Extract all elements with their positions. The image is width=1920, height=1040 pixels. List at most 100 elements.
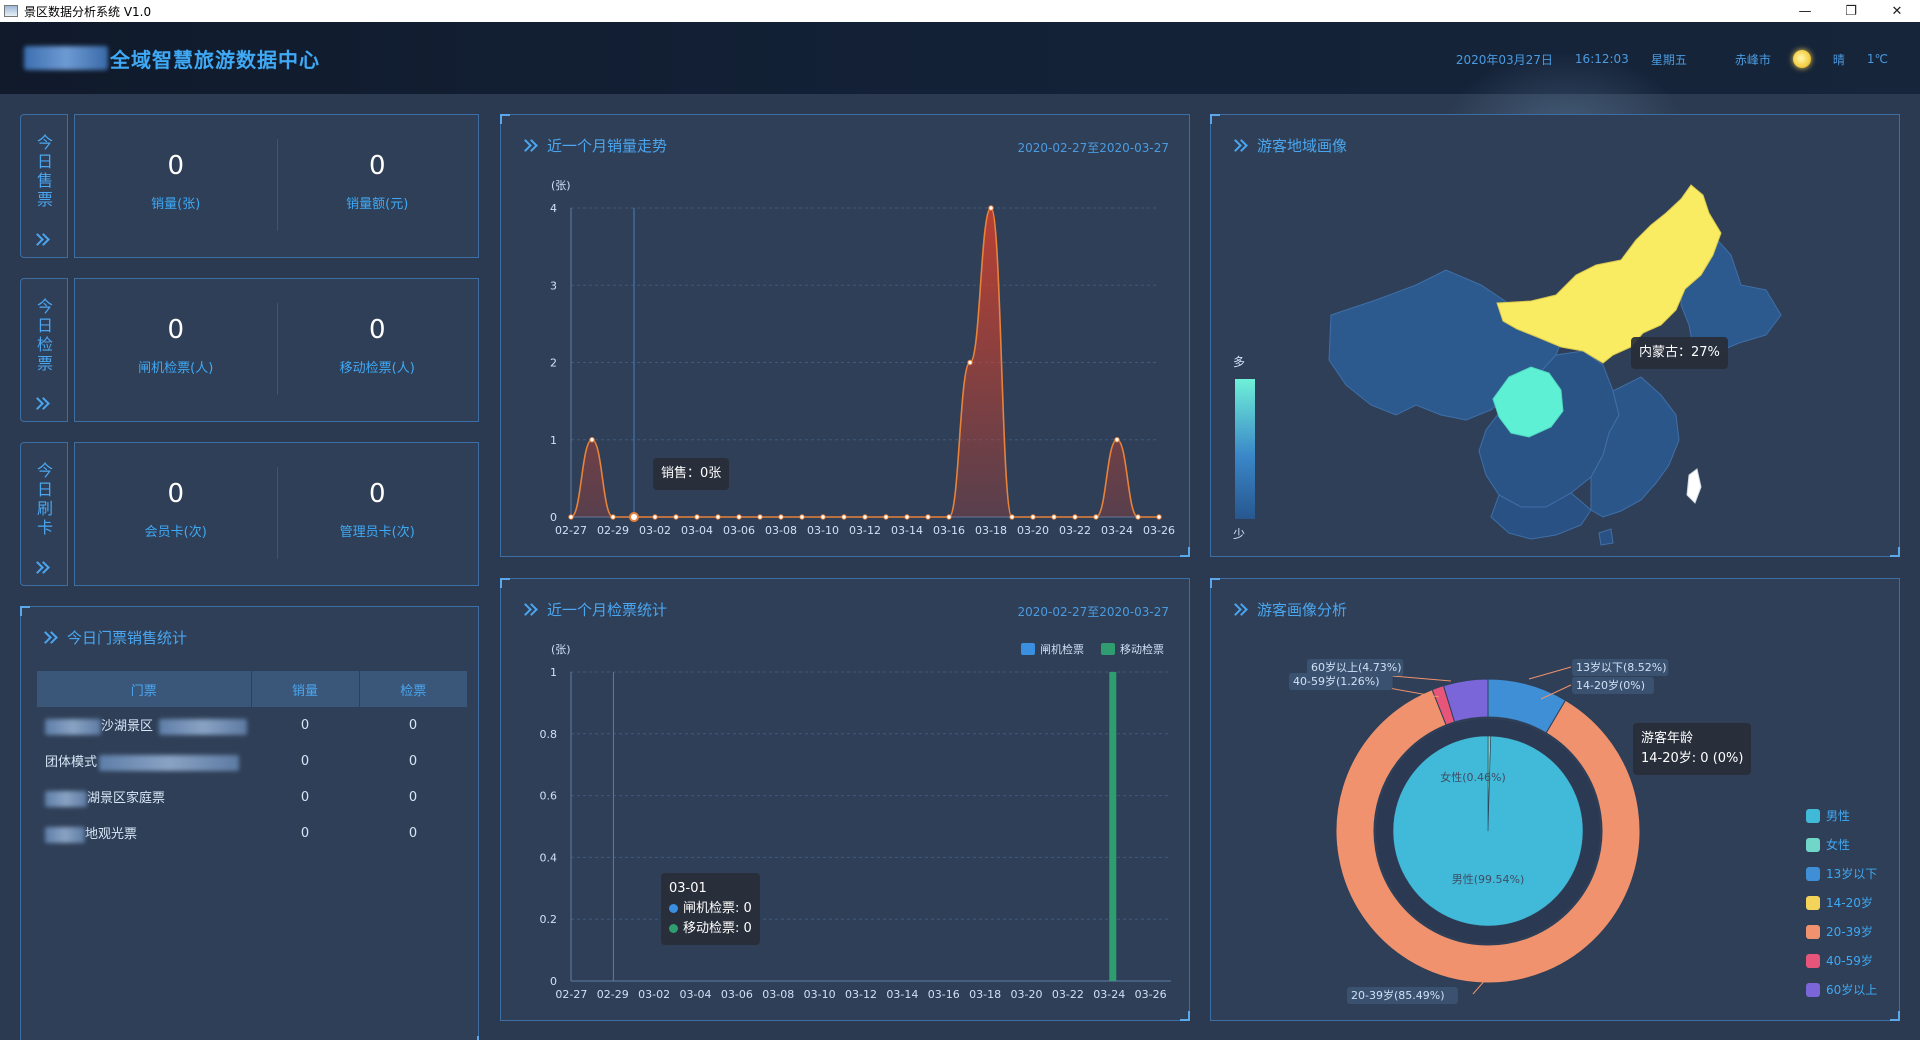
legend-item[interactable]: 40-59岁 (1806, 952, 1873, 969)
inner-slice (1392, 735, 1584, 927)
member-card-stat: 0 会员卡(次) (75, 479, 277, 540)
x-tick-label: 03-18 (975, 524, 1007, 537)
outer-slice (1335, 688, 1641, 984)
legend-swatch (1021, 643, 1035, 655)
x-tick-label: 03-22 (1059, 524, 1091, 537)
inner-slice-label: 男性(99.54%) (1452, 872, 1525, 886)
ticket-sold: 0 (300, 717, 310, 733)
y-tick-label: 0.4 (540, 851, 558, 864)
x-tick-label: 03-12 (845, 988, 877, 1001)
legend-swatch (1806, 837, 1820, 852)
china-map[interactable] (1211, 115, 1901, 558)
ticket-stats-title: 今日门票销售统计 (41, 627, 187, 648)
today-checks-tag-label: 今日检票 (36, 297, 53, 373)
legend-swatch (1806, 953, 1820, 968)
legend-item[interactable]: 14-20岁 (1806, 894, 1873, 911)
sales-trend-panel: 近一个月销量走势 2020-02-27至2020-03-27 (张) 0 1 2 3 4 0… (500, 114, 1190, 557)
gate-check-label: 闸机检票(人) (138, 361, 214, 376)
check-stats-title-text: 近一个月检票统计 (547, 601, 668, 619)
x-tick-label: 03-06 (721, 988, 753, 1001)
scale-low-label: 少 (1233, 527, 1246, 541)
label-bg (1307, 659, 1404, 676)
y-tick-label: 0.8 (540, 728, 558, 741)
profile-tooltip: 游客年龄 14-20岁: 0 (0%) (1633, 723, 1752, 775)
legend-swatch (1806, 808, 1820, 823)
map-region-south (1490, 492, 1592, 540)
data-point (1051, 514, 1057, 520)
data-point (1156, 514, 1162, 520)
data-point (610, 514, 616, 520)
double-chevron-icon (33, 233, 51, 247)
minimize-button[interactable]: — (1798, 3, 1812, 19)
data-point (820, 514, 826, 520)
x-tick-label: 03-14 (891, 524, 923, 537)
x-tick-label: 03-24 (1093, 988, 1125, 1001)
data-point (862, 514, 868, 520)
header-temperature: 1℃ (1866, 52, 1888, 66)
restore-button[interactable]: ❐ (1845, 3, 1857, 19)
today-cards-tag: 今日刷卡 (20, 442, 68, 586)
column-header-sold: 销量 (251, 671, 360, 707)
profile-title-text: 游客画像分析 (1257, 601, 1348, 619)
check-stats-panel: 近一个月检票统计 2020-02-27至2020-03-27 (张) 0 0.2 0.… (500, 578, 1190, 1021)
gate-check-value: 0 (167, 315, 185, 345)
region-tooltip: 内蒙古：27% (1631, 337, 1728, 369)
header-weekday: 星期五 (1650, 52, 1687, 67)
y-tick-label: 2 (550, 357, 557, 370)
sales-amount-stat: 0 销量额(元) (277, 151, 479, 212)
close-button[interactable]: ✕ (1891, 3, 1903, 19)
profile-tooltip-title: 游客年龄 (1641, 731, 1694, 746)
legend-label: 60岁以上 (1826, 983, 1878, 997)
data-point (1093, 514, 1099, 520)
scale-high-label: 多 (1233, 355, 1246, 369)
x-tick-label: 03-20 (1017, 524, 1049, 537)
legend-item[interactable]: 男性 (1806, 807, 1850, 824)
window-title: 景区数据分析系统 V1.0 (24, 4, 152, 19)
sales-trend-title: 近一个月销量走势 (521, 135, 667, 156)
table-row[interactable]: 湖景区家庭票 0 0 (37, 779, 467, 815)
x-tick-label: 03-02 (639, 524, 671, 537)
table-row[interactable]: 地观光票 0 0 (37, 815, 467, 851)
profile-tooltip-value: 14-20岁: 0 (0%) (1641, 751, 1744, 766)
legend-swatch (1806, 982, 1820, 997)
data-point (1135, 514, 1141, 520)
label-bg (1572, 659, 1669, 676)
x-tick-label: 03-14 (886, 988, 918, 1001)
legend-item[interactable]: 13岁以下 (1806, 865, 1877, 882)
x-tick-label: 03-04 (681, 524, 713, 537)
x-tick-label: 03-18 (969, 988, 1001, 1001)
table-row[interactable]: 沙湖景区 0 0 (37, 707, 467, 743)
x-tick-label: 03-24 (1101, 524, 1133, 537)
legend-item[interactable]: 女性 (1806, 836, 1850, 853)
ticket-checked: 0 (408, 717, 418, 733)
divider (276, 303, 278, 395)
y-tick-label: 0 (550, 511, 557, 524)
mobile-check-value: 0 (368, 315, 386, 345)
header-weather: 晴 (1832, 52, 1845, 67)
legend-swatch (1806, 866, 1820, 881)
table-row[interactable]: 团体模式 0 0 (37, 743, 467, 779)
legend-item[interactable]: 20-39岁 (1806, 923, 1873, 940)
map-region-sichuan (1492, 366, 1564, 438)
app-icon (4, 5, 18, 17)
ticket-checked: 0 (408, 789, 418, 805)
ticket-stats-panel: 今日门票销售统计 门票 销量 检票 沙湖景区 0 0 团体模式 0 0 湖景区家… (20, 606, 479, 1040)
header-city: 赤峰市 (1734, 52, 1771, 67)
ticket-sold: 0 (300, 753, 310, 769)
y-tick-label: 4 (550, 202, 557, 215)
x-tick-label: 03-26 (1135, 988, 1167, 1001)
check-stats-chart: (张) 0 0.2 0.4 0.6 0.8 1 02-27 02-29 03-02 03-04 03-… (540, 642, 1171, 1001)
tooltip-date: 03-01 (669, 881, 707, 896)
x-tick-label: 03-16 (933, 524, 965, 537)
data-point (925, 514, 931, 520)
dashboard-header: 全域智慧旅游数据中心 2020年03月27日 16:12:03 星期五 赤峰市 … (0, 22, 1920, 94)
today-sales-box: 0 销量(张) 0 销量额(元) (74, 114, 479, 258)
logo-image (24, 46, 108, 70)
y-axis-label: (张) (551, 643, 571, 656)
y-tick-label: 0 (550, 975, 557, 988)
y-tick-label: 0.6 (540, 790, 558, 803)
sales-count-value: 0 (167, 151, 185, 181)
x-tick-label: 03-06 (723, 524, 755, 537)
color-scale-bar[interactable] (1235, 379, 1255, 519)
legend-item[interactable]: 60岁以上 (1806, 981, 1877, 998)
